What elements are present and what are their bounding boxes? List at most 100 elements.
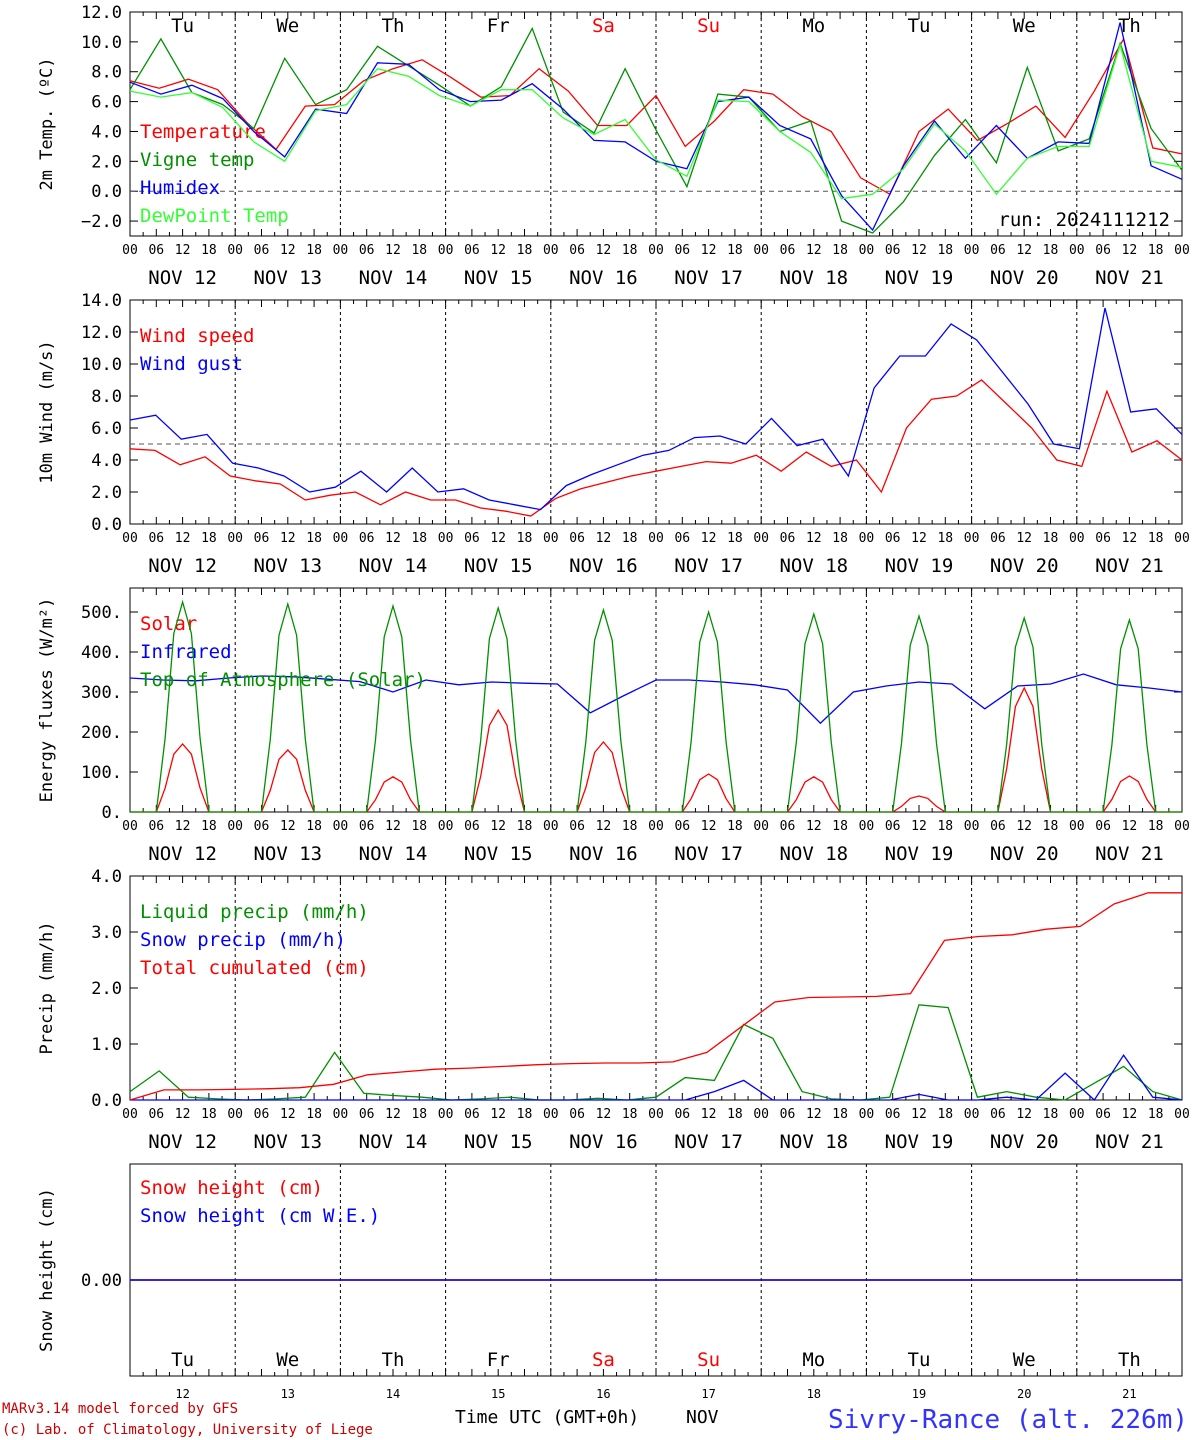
y-axis-label: Energy fluxes (W/m²) — [37, 598, 57, 803]
hour-tick-label: 18 — [306, 531, 322, 546]
copyright-credit: (c) Lab. of Climatology, University of L… — [2, 1422, 373, 1438]
y-tick-label: 8.0 — [91, 63, 122, 83]
hour-tick-label: 18 — [1148, 1107, 1164, 1122]
hour-tick-label: 00 — [333, 243, 349, 258]
day-label: NOV 15 — [464, 843, 533, 865]
weekday-label: Th — [382, 15, 405, 37]
day-label: NOV 20 — [990, 555, 1059, 577]
hour-tick-label: 12 — [490, 243, 506, 258]
hour-tick-label: 00 — [1069, 1107, 1085, 1122]
hour-tick-label: 00 — [859, 243, 875, 258]
hour-tick-label: 06 — [254, 1107, 270, 1122]
legend-entry: Snow precip (mm/h) — [140, 929, 346, 951]
y-tick-label: 2.0 — [91, 483, 122, 503]
hour-tick-label: 00 — [1069, 531, 1085, 546]
hour-tick-label: 06 — [254, 243, 270, 258]
hour-tick-label: 12 — [385, 819, 401, 834]
hour-tick-label: 18 — [622, 1107, 638, 1122]
hour-tick-label: 12 — [806, 819, 822, 834]
hour-tick-label: 18 — [306, 819, 322, 834]
hour-tick-label: 12 — [175, 1107, 191, 1122]
y-axis-label: 10m Wind (m/s) — [37, 340, 57, 483]
hour-tick-label: 00 — [1174, 819, 1190, 834]
hour-tick-label: 06 — [569, 243, 585, 258]
hour-tick-label: 12 — [911, 819, 927, 834]
hour-tick-label: 00 — [543, 819, 559, 834]
legend-entry: DewPoint Temp — [140, 205, 289, 227]
hour-tick-label: 06 — [359, 819, 375, 834]
day-number-label: 13 — [281, 1387, 295, 1401]
day-label: NOV 13 — [253, 267, 322, 289]
legend-entry: Vigne temp — [140, 149, 254, 171]
hour-tick-label: 06 — [885, 243, 901, 258]
hour-tick-label: 18 — [622, 531, 638, 546]
series-line — [129, 892, 1182, 1101]
hour-tick-label: 18 — [411, 531, 427, 546]
hour-tick-label: 06 — [780, 243, 796, 258]
day-label: NOV 15 — [464, 1131, 533, 1153]
hour-tick-label: 06 — [674, 243, 690, 258]
hour-tick-label: 00 — [648, 531, 664, 546]
hour-tick-label: 00 — [122, 1107, 138, 1122]
series-line — [129, 42, 1183, 200]
hour-tick-label: 18 — [1148, 531, 1164, 546]
hour-tick-label: 06 — [780, 819, 796, 834]
station-name: Sivry-Rance (alt. 226m) — [828, 1405, 1188, 1435]
day-label: NOV 15 — [464, 267, 533, 289]
y-tick-label: 4.0 — [91, 867, 122, 887]
y-tick-label: 2.0 — [91, 152, 122, 172]
hour-tick-label: 00 — [964, 1107, 980, 1122]
hour-tick-label: 06 — [254, 819, 270, 834]
day-label: NOV 19 — [885, 1131, 954, 1153]
hour-tick-label: 00 — [753, 243, 769, 258]
time-axis-title: Time UTC (GMT+0h) — [455, 1407, 639, 1428]
hour-tick-label: 00 — [1069, 243, 1085, 258]
hour-tick-label: 06 — [569, 1107, 585, 1122]
day-label: NOV 14 — [359, 267, 428, 289]
y-tick-label: 0.00 — [81, 1271, 122, 1291]
hour-tick-label: 00 — [1174, 531, 1190, 546]
day-label: NOV 20 — [990, 843, 1059, 865]
y-tick-label: 14.0 — [81, 291, 122, 311]
hour-tick-label: 18 — [1148, 819, 1164, 834]
hour-tick-label: 00 — [859, 819, 875, 834]
hour-tick-label: 06 — [464, 1107, 480, 1122]
hour-tick-label: 18 — [727, 1107, 743, 1122]
legend-entry: Wind gust — [140, 353, 243, 375]
hour-tick-label: 18 — [1043, 1107, 1059, 1122]
day-label: NOV 21 — [1095, 267, 1164, 289]
day-number-label: 20 — [1017, 1387, 1031, 1401]
hour-tick-label: 18 — [411, 1107, 427, 1122]
hour-tick-label: 18 — [517, 243, 533, 258]
series-line — [129, 22, 1183, 232]
hour-tick-label: 06 — [359, 531, 375, 546]
hour-tick-label: 06 — [1095, 243, 1111, 258]
hour-tick-label: 12 — [806, 1107, 822, 1122]
hour-tick-label: 06 — [569, 531, 585, 546]
day-label: NOV 17 — [674, 843, 743, 865]
day-number-label: 14 — [386, 1387, 400, 1401]
legend-entry: Humidex — [140, 177, 220, 199]
y-tick-label: 6.0 — [91, 93, 122, 113]
hour-tick-label: 12 — [1016, 243, 1032, 258]
weekday-label: We — [276, 1349, 299, 1371]
series-line — [130, 599, 1182, 813]
day-label: NOV 12 — [148, 555, 217, 577]
hour-tick-label: 12 — [701, 243, 717, 258]
weekday-label: Mo — [802, 1349, 825, 1371]
hour-tick-label: 12 — [596, 531, 612, 546]
model-credit: MARv3.14 model forced by GFS — [2, 1401, 238, 1417]
hour-tick-label: 06 — [990, 243, 1006, 258]
hour-tick-label: 06 — [464, 243, 480, 258]
hour-tick-label: 06 — [780, 1107, 796, 1122]
hour-tick-label: 12 — [175, 819, 191, 834]
hour-tick-label: 12 — [175, 243, 191, 258]
hour-tick-label: 12 — [490, 1107, 506, 1122]
y-tick-label: 12.0 — [81, 323, 122, 343]
y-tick-label: 0.0 — [91, 1091, 122, 1111]
hour-tick-label: 12 — [490, 819, 506, 834]
weekday-label: Fr — [487, 15, 510, 37]
series-line — [129, 307, 1183, 511]
day-label: NOV 21 — [1095, 1131, 1164, 1153]
